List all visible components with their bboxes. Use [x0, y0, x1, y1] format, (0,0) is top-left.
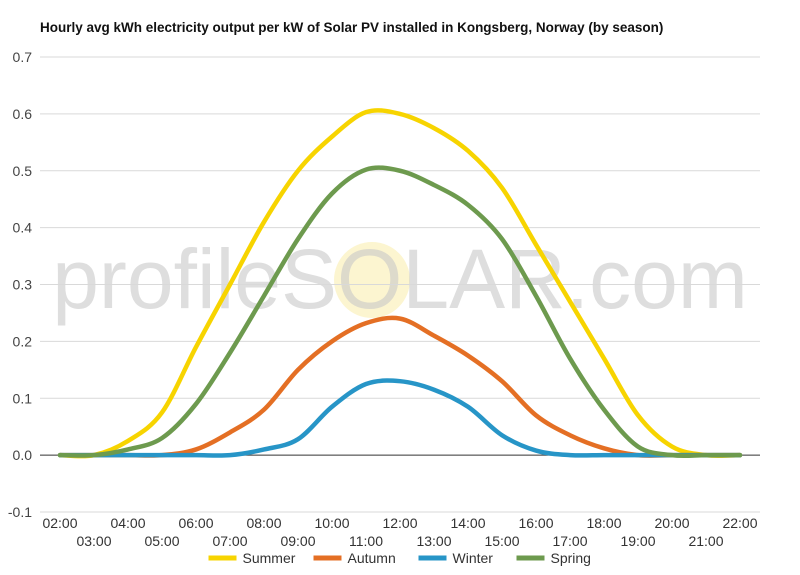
x-tick-label: 19:00 [620, 533, 655, 549]
x-tick-label: 10:00 [314, 515, 349, 531]
x-tick-label: 15:00 [484, 533, 519, 549]
y-tick-label: 0.7 [13, 49, 33, 65]
y-tick-label: 0.1 [13, 390, 33, 406]
series-line-winter [57, 378, 743, 458]
x-tick-label: 20:00 [654, 515, 689, 531]
y-tick-label: 0.6 [13, 106, 33, 122]
x-tick-label: 04:00 [110, 515, 145, 531]
x-tick-label: 09:00 [280, 533, 315, 549]
chart-title: Hourly avg kWh electricity output per kW… [40, 20, 663, 35]
series-line-spring [57, 165, 743, 459]
x-tick-label: 21:00 [688, 533, 723, 549]
x-tick-label: 05:00 [144, 533, 179, 549]
x-tick-label: 12:00 [382, 515, 417, 531]
x-tick-label: 03:00 [76, 533, 111, 549]
y-tick-label: 0.2 [13, 333, 33, 349]
legend-label-winter: Winter [453, 550, 494, 566]
series-line-autumn [57, 315, 743, 458]
axes: -0.1 0.0 0.1 0.2 0.3 0.4 0.5 0.6 0.7 02:00 03:00 04… [8, 49, 758, 549]
x-tick-label: 02:00 [42, 515, 77, 531]
x-tick-label: 17:00 [552, 533, 587, 549]
series-lines [57, 108, 743, 459]
x-tick-label: 18:00 [586, 515, 621, 531]
y-tick-label: 0.4 [13, 220, 33, 236]
watermark-sun [334, 242, 410, 318]
x-tick-label: 11:00 [349, 533, 383, 549]
y-tick-label: 0.3 [13, 277, 33, 293]
x-tick-label: 07:00 [212, 533, 247, 549]
watermark: profileSOLAR.com [52, 232, 748, 326]
legend-label-summer: Summer [243, 550, 296, 566]
x-tick-label: 08:00 [246, 515, 281, 531]
legend-label-spring: Spring [551, 550, 591, 566]
grid [40, 56, 760, 513]
y-tick-label: 0.5 [13, 163, 33, 179]
x-tick-label: 13:00 [416, 533, 451, 549]
series-line-summer [57, 108, 743, 459]
x-tick-label: 22:00 [722, 515, 757, 531]
x-tick-label: 06:00 [178, 515, 213, 531]
y-tick-label: 0.0 [13, 447, 33, 463]
legend-label-autumn: Autumn [348, 550, 396, 566]
x-tick-label: 16:00 [518, 515, 553, 531]
legend: Summer Autumn Winter Spring [208, 550, 591, 566]
x-tick-label: 14:00 [450, 515, 485, 531]
watermark-text: profileSOLAR.com [52, 232, 748, 326]
y-tick-label: -0.1 [8, 504, 32, 520]
